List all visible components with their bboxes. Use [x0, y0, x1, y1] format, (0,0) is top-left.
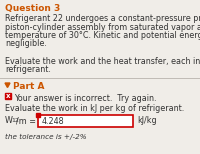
FancyBboxPatch shape: [36, 113, 40, 117]
Polygon shape: [5, 83, 10, 87]
Text: x: x: [6, 93, 10, 99]
Text: 12: 12: [12, 118, 19, 124]
Text: /m =: /m =: [16, 116, 36, 125]
Text: temperature of 30°C. Kinetic and potential energy effects are: temperature of 30°C. Kinetic and potenti…: [5, 31, 200, 40]
Text: the tolerance is +/-2%: the tolerance is +/-2%: [5, 134, 87, 140]
Text: refrigerant.: refrigerant.: [5, 65, 51, 74]
Text: Evaluate the work and the heat transfer, each in kJ per kg of: Evaluate the work and the heat transfer,…: [5, 57, 200, 65]
Text: Your answer is incorrect.  Try again.: Your answer is incorrect. Try again.: [14, 94, 156, 103]
Text: kJ/kg: kJ/kg: [137, 116, 157, 125]
Text: Evaluate the work in kJ per kg of refrigerant.: Evaluate the work in kJ per kg of refrig…: [5, 104, 184, 113]
Text: 4.248: 4.248: [42, 116, 65, 126]
Text: W: W: [5, 116, 13, 125]
Text: piston-cylinder assembly from saturated vapor at 5.0 bar to a final: piston-cylinder assembly from saturated …: [5, 22, 200, 32]
Text: Refrigerant 22 undergoes a constant-pressure process within a: Refrigerant 22 undergoes a constant-pres…: [5, 14, 200, 23]
Text: Part A: Part A: [13, 82, 44, 91]
Text: negligible.: negligible.: [5, 39, 47, 49]
FancyBboxPatch shape: [5, 93, 11, 99]
FancyBboxPatch shape: [38, 115, 133, 127]
Text: Question 3: Question 3: [5, 4, 60, 13]
